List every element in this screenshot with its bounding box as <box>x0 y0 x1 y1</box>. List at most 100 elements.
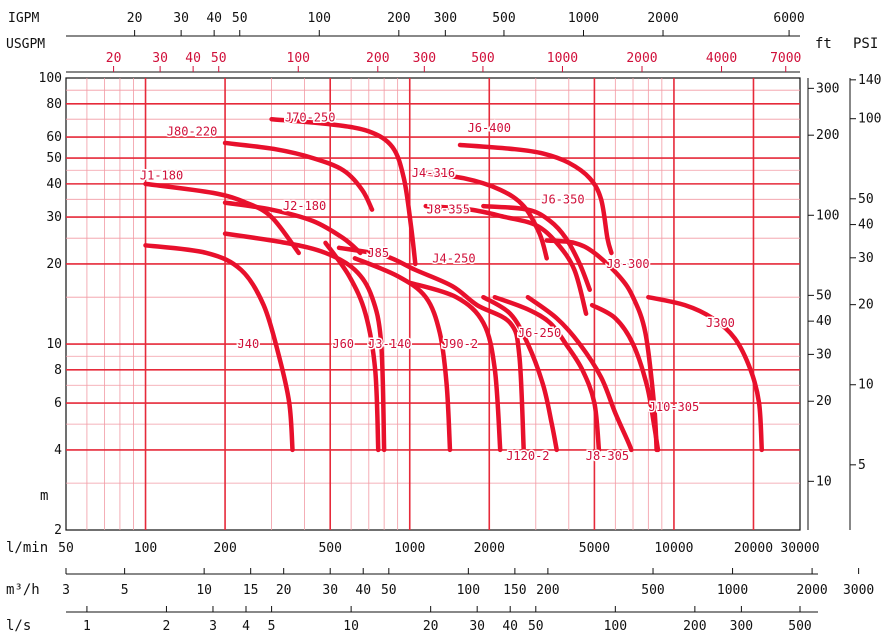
m-tick-label: 10 <box>46 337 62 352</box>
m3h-tick-label: 5 <box>121 583 129 598</box>
curve-label-j85: J85 <box>367 246 389 260</box>
lmin-tick-label: 200 <box>213 541 236 556</box>
m-tick-label: 100 <box>39 71 62 86</box>
usgpm-tick-label: 30 <box>152 51 168 66</box>
curve-label-j6-400: J6-400 <box>468 121 511 135</box>
m-tick-label: 6 <box>54 396 62 411</box>
usgpm-tick-label: 50 <box>211 51 227 66</box>
curve-label-j300: J300 <box>706 316 735 330</box>
ft-tick-label: 30 <box>816 347 832 362</box>
curve-j70-250 <box>269 116 418 267</box>
igpm-tick-label: 500 <box>492 11 515 26</box>
igpm-tick-label: 1000 <box>568 11 599 26</box>
plot-frame <box>65 77 801 531</box>
ls-tick-label: 30 <box>469 619 485 634</box>
curve-j120-2 <box>481 294 559 453</box>
lmin-tick-label: 50 <box>58 541 74 556</box>
m3h-axis-label: m³/h <box>6 582 40 598</box>
psi-tick-label: 140 <box>858 73 881 88</box>
curve-label-j8-305: J8-305 <box>586 449 629 463</box>
lmin-tick-label: 30000 <box>780 541 819 556</box>
ls-tick-label: 100 <box>604 619 627 634</box>
axis-scales: IGPM USGPM ft PSI m l/min m³/h l/s 50 100… <box>6 11 881 634</box>
curve-label-j70-250: J70-250 <box>285 111 336 125</box>
curve-label-j3-140: J3-140 <box>368 337 411 351</box>
m3h-tick-label: 10 <box>196 583 212 598</box>
ls-tick-label: 4 <box>242 619 250 634</box>
igpm-tick-label: 40 <box>206 11 222 26</box>
lmin-tick-label: 5000 <box>579 541 610 556</box>
curve-j300 <box>646 294 765 453</box>
usgpm-tick-label: 500 <box>471 51 494 66</box>
curve-label-j60: J60 <box>332 337 354 351</box>
m3h-tick-label: 15 <box>243 583 259 598</box>
curve-label-j8-300: J8-300 <box>606 257 649 271</box>
psi-tick-label: 50 <box>858 192 874 207</box>
m-tick-label: 20 <box>46 257 62 272</box>
psi-tick-label: 10 <box>858 378 874 393</box>
usgpm-axis-label: USGPM <box>6 37 45 52</box>
igpm-tick-label: 30 <box>173 11 189 26</box>
curve-j40 <box>143 243 295 453</box>
m3h-tick-label: 20 <box>276 583 292 598</box>
curve-label-j4-316: J4-316 <box>412 166 455 180</box>
curve-j8-305 <box>525 294 634 453</box>
usgpm-tick-label: 4000 <box>706 51 737 66</box>
lmin-tick-label: 2000 <box>474 541 505 556</box>
lmin-tick-label: 10000 <box>654 541 693 556</box>
curve-j85 <box>222 231 387 453</box>
psi-tick-label: 20 <box>858 298 874 313</box>
curve-label-j40: J40 <box>238 337 260 351</box>
psi-axis-label: PSI <box>853 36 878 52</box>
ft-tick-label: 40 <box>816 314 832 329</box>
curve-label-j4-250: J4-250 <box>432 251 475 265</box>
psi-tick-label: 40 <box>858 218 874 233</box>
m3h-tick-label: 40 <box>355 583 371 598</box>
curve-labels: J1-180 J80-220 J70-250 J6-400 J4-316 J2-180 J8… <box>138 109 736 464</box>
ft-tick-label: 300 <box>816 81 839 96</box>
curve-label-j1-180: J1-180 <box>140 169 183 183</box>
ls-tick-label: 300 <box>730 619 753 634</box>
m-tick-label: 40 <box>46 177 62 192</box>
ls-axis-label: l/s <box>6 618 31 634</box>
curve-label-j2-180: J2-180 <box>283 199 326 213</box>
ft-tick-label: 200 <box>816 128 839 143</box>
m3h-tick-label: 200 <box>536 583 559 598</box>
ls-tick-label: 40 <box>502 619 518 634</box>
psi-tick-label: 100 <box>858 112 881 127</box>
m3h-tick-label: 150 <box>503 583 526 598</box>
igpm-tick-label: 200 <box>387 11 410 26</box>
m3h-tick-label: 500 <box>641 583 664 598</box>
lmin-tick-label: 20000 <box>734 541 773 556</box>
grid <box>65 77 801 531</box>
igpm-axis-label: IGPM <box>8 11 39 26</box>
curve-label-j8-355: J8-355 <box>427 203 470 217</box>
ls-tick-label: 50 <box>528 619 544 634</box>
curve-j80-220 <box>222 140 375 212</box>
ft-axis-label: ft <box>815 36 832 52</box>
igpm-tick-label: 6000 <box>773 11 804 26</box>
ft-tick-label: 20 <box>816 394 832 409</box>
ls-tick-label: 2 <box>163 619 171 634</box>
ls-tick-label: 200 <box>683 619 706 634</box>
curve-j8-355 <box>423 203 589 316</box>
ft-tick-label: 10 <box>816 474 832 489</box>
m-tick-label: 2 <box>54 523 62 538</box>
igpm-tick-label: 20 <box>127 11 143 26</box>
curve-label-j120-2: J120-2 <box>506 449 549 463</box>
ls-tick-label: 5 <box>268 619 276 634</box>
curve-j6-250 <box>492 294 602 453</box>
psi-tick-label: 5 <box>858 458 866 473</box>
ls-tick-label: 3 <box>209 619 217 634</box>
m3h-tick-label: 3000 <box>843 583 874 598</box>
lmin-axis-label: l/min <box>6 540 48 556</box>
ft-tick-label: 100 <box>816 208 839 223</box>
m-tick-label: 8 <box>54 363 62 378</box>
usgpm-tick-label: 200 <box>366 51 389 66</box>
usgpm-tick-label: 1000 <box>547 51 578 66</box>
ls-tick-label: 10 <box>343 619 359 634</box>
curve-j8-300 <box>544 238 659 453</box>
pump-curves <box>143 116 765 453</box>
